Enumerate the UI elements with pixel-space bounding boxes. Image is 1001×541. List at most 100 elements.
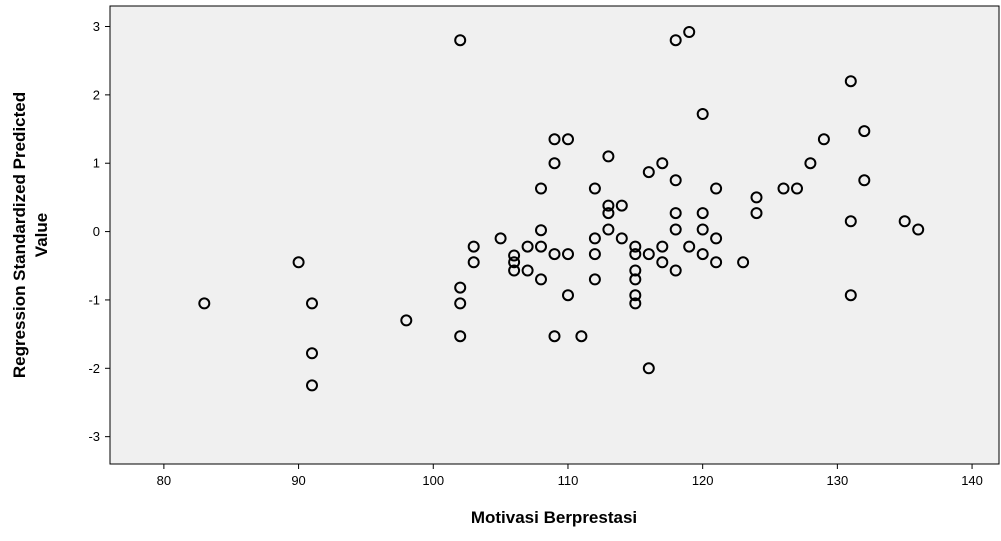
data-point (454, 281, 467, 294)
y-axis-title-line-1: Regression Standardized Predicted (10, 92, 29, 378)
x-tick-label: 140 (961, 473, 983, 488)
data-point (804, 157, 817, 170)
data-point (844, 289, 857, 302)
data-point (615, 199, 628, 212)
data-point (710, 256, 723, 269)
data-point (656, 256, 669, 269)
data-point (844, 215, 857, 228)
x-tick-label: 100 (422, 473, 444, 488)
data-point (535, 182, 547, 195)
data-point (858, 125, 871, 138)
data-point (629, 264, 642, 277)
data-point (548, 157, 561, 170)
data-point (669, 264, 682, 277)
data-point (562, 248, 574, 261)
data-point (858, 174, 871, 187)
data-point (306, 297, 318, 310)
data-point (562, 289, 574, 302)
y-tick-label: -1 (88, 292, 100, 307)
data-point (791, 182, 803, 195)
y-tick-label: 1 (93, 156, 100, 171)
data-point (683, 240, 696, 253)
data-point (656, 240, 669, 253)
data-point (642, 248, 655, 261)
data-point (696, 248, 709, 261)
y-tick-label: -3 (88, 429, 100, 444)
data-point (588, 232, 601, 245)
data-point (629, 289, 642, 302)
data-point (629, 297, 642, 310)
data-point (737, 256, 750, 269)
data-point (454, 34, 467, 47)
data-point (454, 330, 467, 343)
x-axis-title: Motivasi Berprestasi (471, 508, 637, 527)
data-point (629, 240, 642, 253)
x-tick-label: 90 (291, 473, 305, 488)
x-tick-label: 80 (157, 473, 171, 488)
data-point (750, 191, 763, 204)
data-point (669, 174, 682, 187)
data-point (548, 248, 561, 261)
data-point (400, 314, 413, 327)
data-point (602, 150, 615, 163)
data-point (696, 207, 709, 220)
data-point (548, 330, 561, 343)
data-point (629, 248, 642, 261)
data-point (548, 133, 561, 146)
data-point (656, 157, 669, 170)
data-point (642, 362, 655, 375)
data-point (669, 207, 682, 220)
data-point (588, 273, 601, 286)
data-point (602, 207, 615, 220)
data-point (669, 223, 682, 236)
data-point (710, 232, 723, 245)
data-point (615, 232, 628, 245)
plot-area (109, 5, 1000, 465)
y-tick-label: 2 (93, 87, 100, 102)
data-point (535, 273, 547, 286)
data-point (898, 215, 911, 228)
axis-ticks: 80 90 100 110 120 130 140 -3 -2 -1 0 1 2 3 (88, 19, 982, 488)
data-point (642, 166, 655, 179)
data-point (535, 224, 547, 237)
data-point (669, 34, 682, 47)
data-point (844, 75, 857, 88)
y-tick-label: -2 (88, 361, 100, 376)
data-point (306, 379, 318, 392)
data-point (521, 264, 534, 277)
data-point (454, 297, 467, 310)
data-point (588, 248, 601, 261)
data-point (508, 256, 521, 269)
data-points (198, 26, 925, 392)
data-point (467, 240, 480, 253)
data-point (629, 273, 642, 286)
data-point (494, 232, 507, 245)
data-point (750, 207, 763, 220)
data-point (696, 223, 709, 236)
data-point (535, 240, 547, 253)
data-point (777, 182, 790, 195)
data-point (817, 133, 830, 146)
x-tick-label: 110 (558, 473, 579, 488)
y-tick-label: 3 (93, 19, 100, 34)
data-point (588, 182, 601, 195)
data-point (562, 133, 574, 146)
data-point (521, 240, 534, 253)
data-point (710, 182, 723, 195)
x-tick-label: 120 (692, 473, 714, 488)
data-point (683, 26, 696, 38)
data-point (198, 297, 211, 310)
data-point (292, 256, 305, 269)
x-tick-label: 130 (827, 473, 849, 488)
data-point (912, 223, 925, 236)
data-point (575, 330, 588, 343)
y-axis-title-line-2: Value (32, 213, 51, 257)
data-point (602, 199, 615, 212)
data-point (508, 249, 521, 262)
data-point (508, 264, 521, 277)
data-point (602, 223, 615, 236)
data-point (467, 256, 480, 269)
data-point (696, 108, 709, 120)
y-tick-label: 0 (93, 224, 100, 239)
